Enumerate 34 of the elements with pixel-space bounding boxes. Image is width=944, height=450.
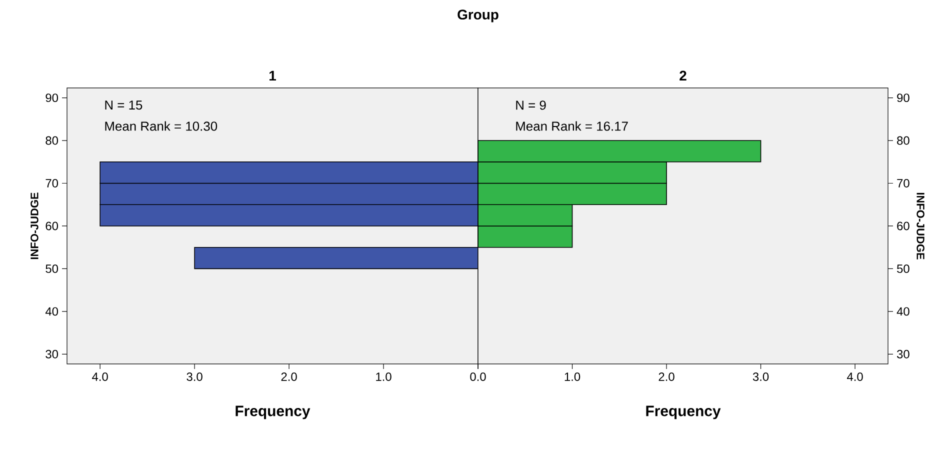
- y-tick-label: 40: [45, 307, 58, 316]
- y-tick-label: 80: [46, 136, 58, 145]
- y-tick-label: 90: [46, 94, 58, 102]
- y-tick-label: 30: [896, 350, 910, 358]
- x-tick-label: 2.0: [281, 372, 297, 381]
- x-tick-label: 0.0: [470, 372, 486, 381]
- y-tick-label: 90: [897, 94, 910, 102]
- x-tick-label: 2.0: [658, 372, 674, 381]
- y-tick-label: 50: [46, 264, 58, 273]
- x-tick-label: 3.0: [186, 372, 202, 381]
- x-tick-label: 4.0: [846, 372, 863, 381]
- y-tick-label: 30: [46, 350, 58, 358]
- y-tick-label: 50: [897, 264, 910, 273]
- x-axis-title: Frequency: [236, 406, 310, 420]
- chart-title: Group: [458, 10, 498, 22]
- x-tick-label: 4.0: [92, 372, 108, 381]
- y-tick-label: 70: [897, 179, 910, 188]
- x-axis-title: Frequency: [646, 406, 721, 420]
- x-tick-label: 1.0: [376, 372, 392, 381]
- y-tick-label: 70: [46, 179, 58, 188]
- annotation: Mean Rank = 10.30: [105, 121, 218, 131]
- annotation: N = 9: [516, 100, 546, 110]
- annotation: Mean Rank = 16.17: [516, 121, 628, 131]
- x-tick-label: 1.0: [564, 372, 580, 381]
- y-tick-label: 40: [896, 307, 910, 316]
- annotation: N = 15: [105, 100, 142, 110]
- y-axis-title: INFO-JUDGE: [30, 192, 38, 260]
- y-tick-label: 60: [46, 222, 58, 230]
- x-tick-label: 3.0: [752, 372, 769, 381]
- y-axis-title: INFO-JUDGE: [916, 192, 924, 260]
- chart-subtitle: 2: [680, 70, 686, 80]
- y-tick-label: 80: [897, 136, 910, 145]
- chart-subtitle: 1: [270, 70, 276, 80]
- y-tick-label: 60: [897, 222, 910, 230]
